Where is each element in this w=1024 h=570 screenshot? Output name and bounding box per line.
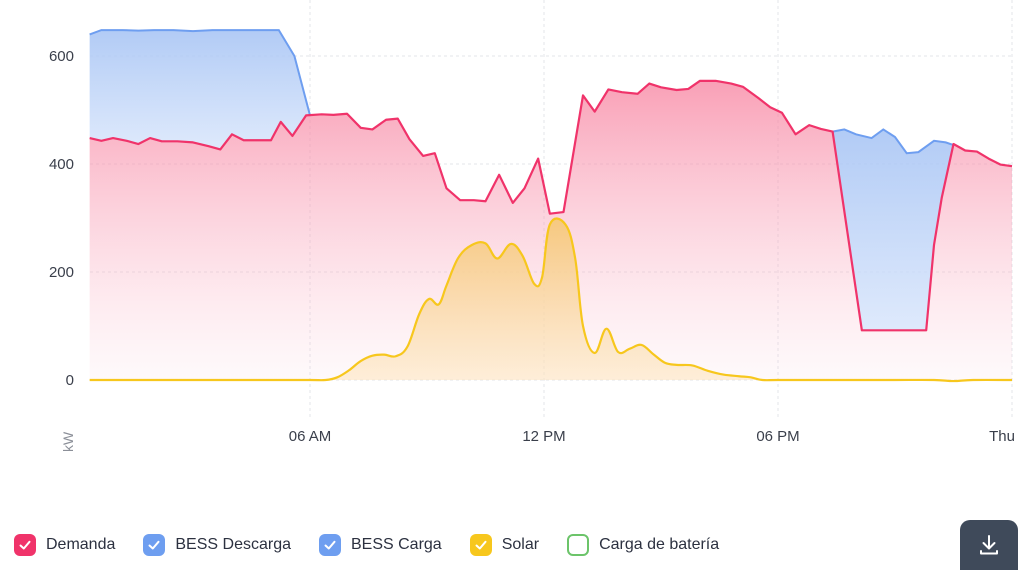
solar-line xyxy=(89,217,1013,383)
legend-item-bess-descarga[interactable]: BESS Descarga xyxy=(143,534,291,556)
solar-area xyxy=(89,218,1012,382)
y-tick-label: 600 xyxy=(49,48,74,65)
legend-label: BESS Descarga xyxy=(175,536,291,553)
y-tick-label: 200 xyxy=(49,264,74,281)
x-tick-label: 12 PM xyxy=(522,428,565,445)
y-tick-label: 400 xyxy=(49,156,74,173)
download-button[interactable] xyxy=(960,520,1018,570)
check-icon xyxy=(475,540,487,550)
bess-descarga-line-morning xyxy=(89,29,311,116)
download-icon xyxy=(980,535,998,555)
demanda-line xyxy=(89,79,1013,332)
check-icon xyxy=(19,540,31,550)
legend-checkbox[interactable] xyxy=(318,534,341,556)
x-tick-label: 06 AM xyxy=(289,428,332,445)
y-tick-label: 0 xyxy=(66,372,74,389)
legend-item-bess-carga[interactable]: BESS Carga xyxy=(318,534,442,556)
bess-descarga-line-evening xyxy=(832,128,954,155)
legend-label: Carga de batería xyxy=(599,536,720,553)
legend-label: BESS Carga xyxy=(350,536,442,553)
legend-checkbox[interactable] xyxy=(567,534,590,556)
check-icon xyxy=(148,540,160,550)
legend: Demanda BESS Descarga BESS Carga Solar Carga… xyxy=(14,530,747,560)
bess-descarga-area-morning xyxy=(89,30,311,150)
legend-label: Solar xyxy=(501,536,540,553)
axis-layer: 0 200 400 600 06 AM 12 PM 06 PM Thu xyxy=(49,48,1015,445)
legend-item-solar[interactable]: Solar xyxy=(469,534,540,556)
legend-item-demanda[interactable]: Demanda xyxy=(14,534,115,556)
x-tick-label: Thu xyxy=(989,428,1015,445)
chart: 0 200 400 600 06 AM 12 PM 06 PM Thu kW xyxy=(49,0,1015,452)
x-tick-label: 06 PM xyxy=(756,428,799,445)
legend-checkbox[interactable] xyxy=(469,534,492,556)
legend-checkbox[interactable] xyxy=(14,534,36,556)
y-axis-unit: kW xyxy=(60,431,76,452)
legend-item-carga-de-bater-a[interactable]: Carga de batería xyxy=(567,534,719,556)
legend-checkbox[interactable] xyxy=(143,534,166,556)
check-icon xyxy=(324,540,336,550)
bess-descarga-area-evening xyxy=(832,129,954,331)
legend-label: Demanda xyxy=(46,536,116,553)
series-layer xyxy=(89,29,1013,383)
